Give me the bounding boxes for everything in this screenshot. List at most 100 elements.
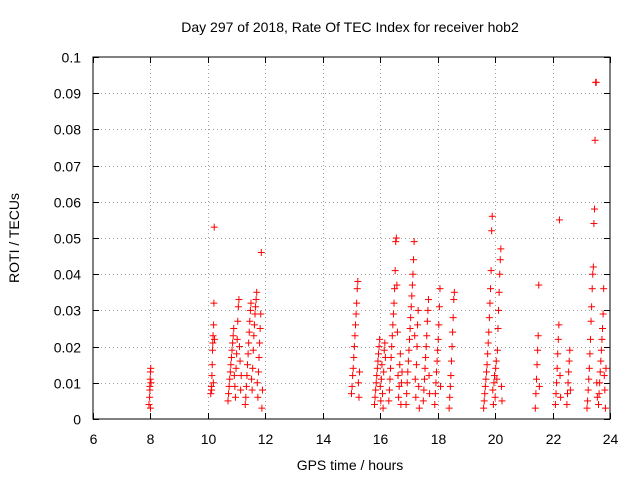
y-tick-label: 0.06 <box>54 195 81 211</box>
data-point <box>496 256 504 264</box>
data-point <box>599 310 607 318</box>
data-point <box>407 314 415 322</box>
data-point <box>374 357 382 365</box>
data-point <box>485 328 493 336</box>
data-point <box>404 368 412 376</box>
data-point <box>246 317 254 325</box>
x-axis-title: GPS time / hours <box>297 457 404 473</box>
y-tick-label: 0.01 <box>54 376 81 392</box>
data-point <box>242 382 250 390</box>
data-point <box>589 263 597 271</box>
data-point <box>250 321 258 329</box>
data-point <box>231 382 239 390</box>
data-point <box>553 364 561 372</box>
x-tick-label: 8 <box>147 431 155 447</box>
y-tick-label: 0.03 <box>54 303 81 319</box>
data-point <box>589 270 597 278</box>
data-point <box>237 386 245 394</box>
y-tick-label: 0.09 <box>54 86 81 102</box>
y-tick-label: 0.02 <box>54 340 81 356</box>
data-point <box>252 303 260 311</box>
data-point <box>531 404 539 412</box>
data-point <box>484 339 492 347</box>
data-point <box>414 306 422 314</box>
data-point <box>387 353 395 361</box>
data-point <box>491 372 499 380</box>
data-point <box>354 277 362 285</box>
data-point <box>588 285 596 293</box>
data-point <box>584 386 592 394</box>
data-point <box>481 382 489 390</box>
data-point <box>257 310 265 318</box>
data-point <box>353 285 361 293</box>
x-tick-label: 24 <box>603 431 619 447</box>
data-point <box>381 339 389 347</box>
data-point <box>349 364 357 372</box>
data-point <box>495 288 503 296</box>
data-point <box>227 353 235 361</box>
data-point <box>234 303 242 311</box>
data-point <box>248 375 256 383</box>
data-point <box>431 390 439 398</box>
data-point <box>488 212 496 220</box>
data-point <box>557 393 565 401</box>
data-point <box>208 386 216 394</box>
data-point <box>493 375 501 383</box>
data-point <box>588 303 596 311</box>
data-point <box>412 361 420 369</box>
data-point <box>424 296 432 304</box>
data-point <box>423 317 431 325</box>
data-point <box>376 382 384 390</box>
data-point <box>379 390 387 398</box>
data-point <box>354 379 362 387</box>
data-point <box>210 223 218 231</box>
data-point <box>249 364 257 372</box>
data-point <box>422 353 430 361</box>
x-tick-label: 18 <box>431 431 447 447</box>
data-point <box>353 299 361 307</box>
data-point <box>600 285 608 293</box>
data-point <box>415 404 423 412</box>
data-point <box>256 325 264 332</box>
data-point <box>406 325 414 332</box>
y-tick-label: 0.04 <box>54 267 81 283</box>
data-point <box>556 372 564 380</box>
data-point <box>495 306 503 314</box>
data-point <box>415 382 423 390</box>
data-point <box>242 393 250 401</box>
data-point <box>250 332 258 340</box>
data-point <box>534 332 542 340</box>
data-point <box>595 390 603 398</box>
data-point <box>248 386 256 394</box>
data-point <box>445 404 453 412</box>
data-point <box>532 375 540 383</box>
data-point <box>253 379 261 387</box>
data-point <box>482 368 490 376</box>
data-point <box>486 299 494 307</box>
data-point <box>254 393 262 401</box>
data-point <box>535 281 543 289</box>
data-point <box>386 375 394 383</box>
data-point <box>410 256 418 264</box>
data-point <box>425 372 433 380</box>
data-point <box>591 136 599 144</box>
data-point <box>405 346 413 354</box>
data-point <box>373 364 381 372</box>
data-point <box>225 390 233 398</box>
data-point <box>402 401 410 409</box>
data-point <box>532 390 540 398</box>
data-point <box>590 205 598 213</box>
data-point <box>404 357 412 365</box>
data-point <box>435 303 443 311</box>
data-point <box>226 375 234 383</box>
data-point <box>564 379 572 387</box>
data-point <box>209 379 217 387</box>
data-point <box>256 339 264 347</box>
x-tick-label: 12 <box>258 431 274 447</box>
data-point <box>350 353 358 361</box>
data-point <box>484 350 492 358</box>
data-point <box>407 303 415 311</box>
data-point <box>233 350 241 358</box>
data-point <box>146 375 154 383</box>
